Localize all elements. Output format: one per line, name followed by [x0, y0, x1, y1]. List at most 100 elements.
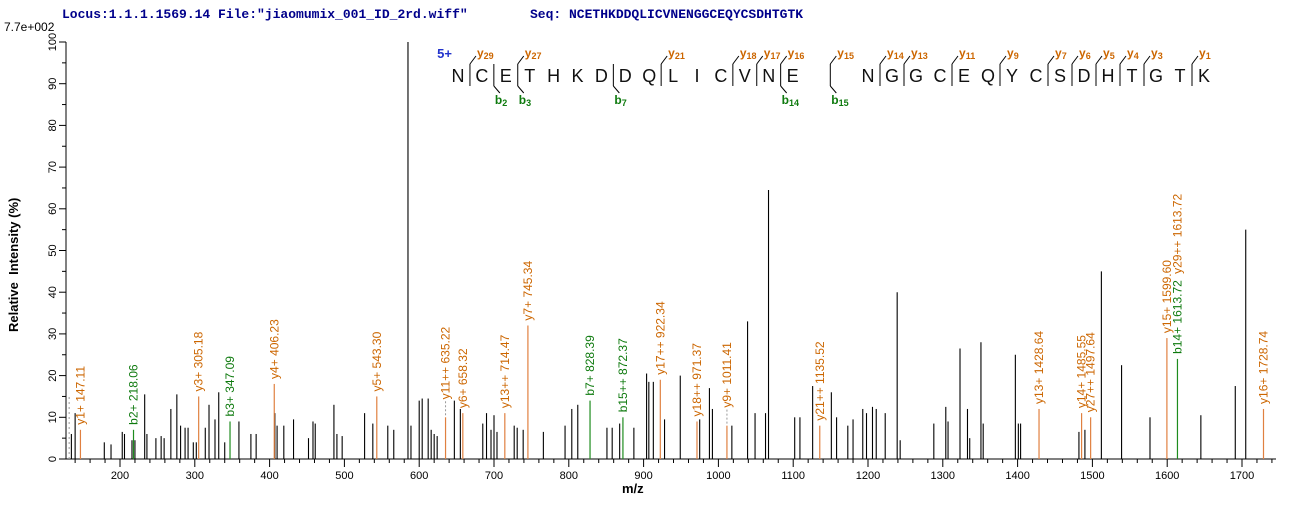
residue-letter: C [934, 66, 947, 86]
peak-label: y6+ 658.32 [456, 348, 470, 408]
x-tick-label: 1300 [931, 470, 955, 482]
residue-letter: Y [1006, 66, 1018, 86]
sequence-y-ion-label: y5 [1103, 46, 1115, 61]
y-tick-label: 10 [47, 411, 59, 423]
peak-label: y5+ 543.30 [370, 331, 384, 391]
peak-label: y17++ 922.34 [653, 301, 667, 375]
precursor-charge-label: 5+ [437, 46, 452, 61]
x-tick-label: 1100 [781, 470, 805, 482]
x-tick-label: 1000 [706, 470, 730, 482]
peak-label: b2+ 218.06 [127, 364, 141, 425]
y-tick-label: 60 [47, 203, 59, 215]
x-tick-label: 300 [186, 470, 204, 482]
sequence-y-ion-label: y16 [788, 46, 805, 61]
x-tick-label: 1200 [856, 470, 880, 482]
max-intensity-label: 7.7e+002 [4, 20, 55, 34]
residue-letter: D [1078, 66, 1091, 86]
residue-letter: Q [642, 66, 656, 86]
y-tick-label: 80 [47, 119, 59, 131]
residue-letter: G [1149, 66, 1163, 86]
y-fragment-tick [999, 55, 1007, 65]
y-tick-label: 30 [47, 328, 59, 340]
sequence-b-ion-label: b14 [782, 93, 799, 108]
locus-file-label: Locus:1.1.1.1569.14 File:"jiaomumix_001_… [62, 7, 468, 22]
residue-letter: G [909, 66, 923, 86]
residue-letter: N [862, 66, 875, 86]
peak-label: y13+ 1428.64 [1032, 331, 1046, 404]
sequence-b-ion-label: b2 [495, 93, 507, 108]
residue-letter: H [1102, 66, 1115, 86]
x-tick-label: 200 [111, 470, 129, 482]
b-fragment-tick [493, 85, 501, 94]
y-fragment-tick [756, 55, 764, 65]
peak-label: y15+ 1599.60 [1160, 260, 1174, 333]
y-fragment-tick [1047, 55, 1055, 65]
residue-letter: E [500, 66, 512, 86]
y-fragment-tick [469, 55, 477, 65]
sequence-y-ion-label: y14 [887, 46, 904, 61]
x-tick-label: 800 [560, 470, 578, 482]
y-fragment-tick [660, 55, 668, 65]
x-tick-label: 600 [410, 470, 428, 482]
sequence-y-ion-label: y1 [1199, 46, 1211, 61]
residue-letter: E [958, 66, 970, 86]
sequence-y-ion-label: y9 [1007, 46, 1019, 61]
residue-letter: E [787, 66, 799, 86]
residue-letter: Q [981, 66, 995, 86]
peak-label: y7+ 745.34 [521, 261, 535, 321]
y-fragment-tick [1191, 55, 1199, 65]
y-fragment-tick [732, 55, 740, 65]
sequence-y-ion-label: y4 [1127, 46, 1139, 61]
y-fragment-tick [951, 55, 959, 65]
peak-label: y11++ 635.22 [439, 326, 453, 399]
x-tick-label: 1500 [1080, 470, 1104, 482]
b-fragment-tick [517, 85, 525, 94]
y-fragment-tick [1071, 55, 1079, 65]
y-tick-label: 20 [47, 369, 59, 381]
y-fragment-tick [1119, 55, 1127, 65]
sequence-y-ion-label: y21 [668, 46, 685, 61]
y-fragment-tick [829, 55, 837, 65]
peak-label: y1+ 147.11 [73, 366, 87, 425]
residue-letter: H [547, 66, 560, 86]
y-fragment-tick [1143, 55, 1151, 65]
sequence-y-ion-label: y6 [1079, 46, 1091, 61]
peak-label: b14+ 1613.72 [1170, 280, 1184, 354]
residue-letter: C [714, 66, 727, 86]
x-tick-label: 1700 [1230, 470, 1254, 482]
residue-letter: D [619, 66, 632, 86]
x-tick-label: 700 [485, 470, 503, 482]
peak-label: y9+ 1011.41 [720, 342, 734, 408]
sequence-y-ion-label: y7 [1055, 46, 1067, 61]
peak-label: y13++ 714.47 [498, 334, 512, 408]
b-fragment-tick [829, 85, 837, 94]
sequence-y-ion-label: y17 [764, 46, 781, 61]
peak-label: y18++ 971.37 [690, 343, 704, 417]
residue-letter: N [452, 66, 465, 86]
b-fragment-tick [612, 85, 620, 94]
sequence-y-ion-label: y15 [837, 46, 854, 61]
b-fragment-tick [780, 85, 788, 94]
residue-letter: T [1175, 66, 1186, 86]
sequence-b-ion-label: b7 [614, 93, 626, 108]
peak-label: y27++ 1497.64 [1084, 332, 1098, 412]
residue-letter: K [571, 66, 583, 86]
peak-label: y14+ 1485.55 [1075, 335, 1089, 408]
sequence-b-ion-label: b3 [519, 93, 531, 108]
peak-label: y16+ 1728.74 [1256, 331, 1270, 404]
y-tick-label: 70 [47, 161, 59, 173]
residue-letter: C [475, 66, 488, 86]
y-fragment-tick [903, 55, 911, 65]
residue-letter: T [1127, 66, 1138, 86]
peak-label: y4+ 406.23 [267, 319, 281, 379]
x-tick-label: 400 [260, 470, 278, 482]
residue-letter: L [668, 66, 678, 86]
x-tick-label: 900 [634, 470, 652, 482]
y-tick-label: 90 [47, 78, 59, 90]
x-axis-title: m/z [622, 481, 644, 496]
x-tick-label: 1600 [1155, 470, 1179, 482]
peak-label: b15++ 872.37 [616, 338, 630, 412]
sequence-b-ion-label: b15 [831, 93, 848, 108]
x-tick-label: 1400 [1005, 470, 1029, 482]
